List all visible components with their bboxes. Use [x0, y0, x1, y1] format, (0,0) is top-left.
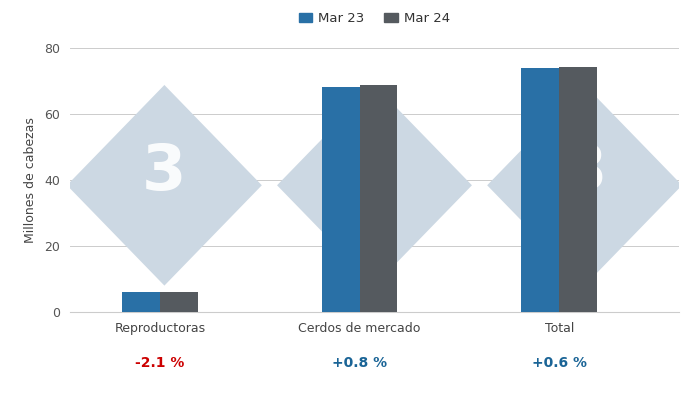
Text: 3: 3	[352, 141, 397, 203]
Polygon shape	[67, 85, 262, 286]
Bar	[321, 87, 360, 312]
Bar	[360, 85, 398, 312]
Polygon shape	[277, 85, 472, 286]
Bar	[122, 292, 160, 312]
Text: 3: 3	[562, 141, 607, 203]
Polygon shape	[487, 85, 682, 286]
Text: -2.1 %: -2.1 %	[135, 356, 185, 370]
Text: +0.6 %: +0.6 %	[532, 356, 587, 370]
Bar	[522, 68, 559, 312]
Y-axis label: Millones de cabezas: Millones de cabezas	[25, 117, 37, 243]
Bar	[559, 67, 597, 312]
Legend: Mar 23, Mar 24: Mar 23, Mar 24	[293, 7, 456, 31]
Text: +0.8 %: +0.8 %	[332, 356, 387, 370]
Bar	[160, 292, 198, 312]
Text: 3: 3	[142, 141, 187, 203]
